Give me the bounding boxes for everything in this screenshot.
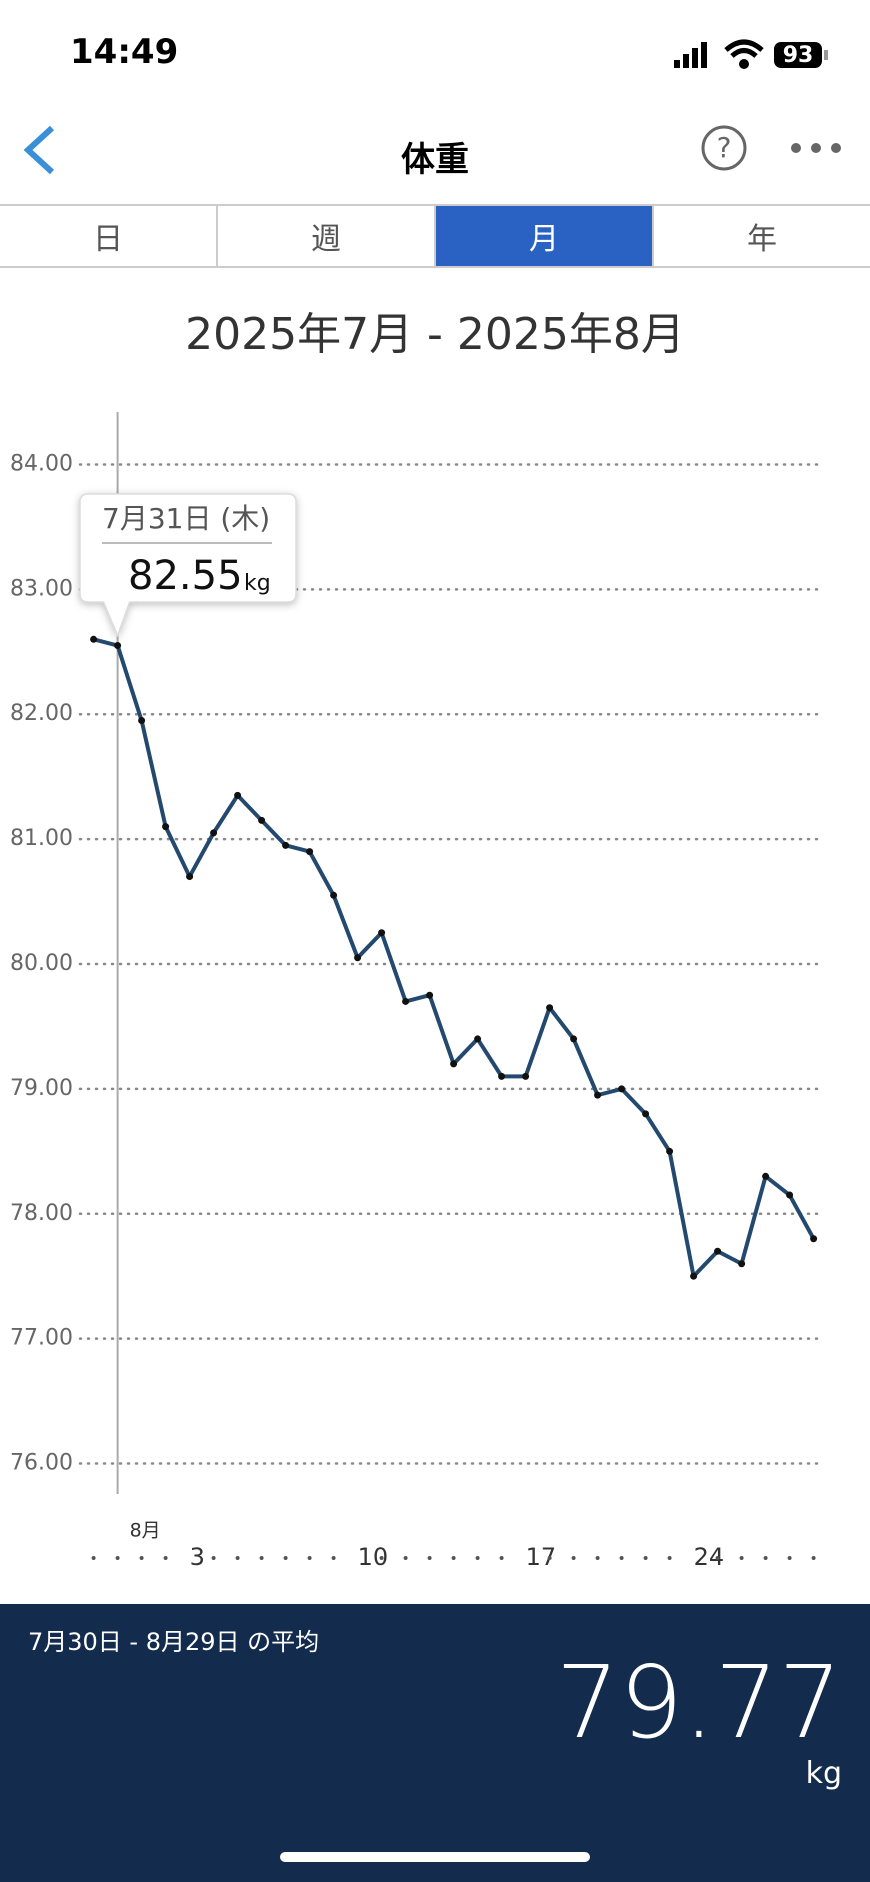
data-point xyxy=(114,642,122,650)
x-tick-label: 24 xyxy=(694,1543,725,1571)
data-point xyxy=(402,997,410,1005)
x-tick-dot xyxy=(739,1556,744,1560)
data-point xyxy=(330,891,338,899)
data-point xyxy=(642,1110,650,1118)
period-tabs: 日 週月年 xyxy=(0,204,870,268)
x-tick-dot xyxy=(403,1556,408,1560)
data-point xyxy=(522,1072,530,1080)
data-point xyxy=(354,954,362,962)
data-point xyxy=(162,823,170,831)
x-tick-dot xyxy=(571,1556,576,1560)
x-tick-dot xyxy=(307,1556,312,1560)
data-point xyxy=(546,1004,554,1012)
x-tick-dot xyxy=(139,1556,144,1560)
x-tick-dot xyxy=(667,1556,672,1560)
x-tick-dot xyxy=(331,1556,336,1560)
data-point xyxy=(594,1091,602,1099)
data-point xyxy=(714,1247,722,1255)
data-point xyxy=(498,1072,506,1080)
x-tick-dot xyxy=(427,1556,432,1560)
y-tick-label: 83.00 xyxy=(10,576,73,601)
y-tick-label: 79.00 xyxy=(10,1076,73,1101)
x-tick-dot xyxy=(91,1556,96,1560)
tab[interactable]: 週 xyxy=(216,206,434,266)
battery-level: 93 xyxy=(783,43,814,68)
data-point xyxy=(426,991,434,999)
status-icons: 93 xyxy=(674,39,828,69)
summary-value: 79.77 xyxy=(555,1644,842,1761)
summary-unit: kg xyxy=(805,1756,842,1791)
chart: 2025年7月 - 2025年8月 76.00 77.00 78.00 79.00 80… xyxy=(10,309,824,1571)
x-tick-dot xyxy=(619,1556,624,1560)
x-tick-label: 3 xyxy=(190,1543,205,1571)
tab[interactable]: 日 xyxy=(93,222,123,257)
y-tick-label: 77.00 xyxy=(10,1326,73,1351)
data-point xyxy=(618,1085,626,1093)
data-point xyxy=(282,841,290,849)
x-tick-dot xyxy=(787,1556,792,1560)
x-tick-label: 8月 xyxy=(130,1520,161,1542)
page-title: 体重 xyxy=(401,140,469,180)
x-tick-dot xyxy=(595,1556,600,1560)
data-point xyxy=(810,1235,818,1243)
data-point xyxy=(210,829,218,837)
data-point xyxy=(690,1272,698,1280)
tooltip-box xyxy=(79,493,297,638)
x-tick-dot xyxy=(283,1556,288,1560)
tooltip-date: 7月31日 (木) xyxy=(102,502,270,535)
data-point xyxy=(138,716,146,724)
x-tick-dot xyxy=(115,1556,120,1560)
data-point xyxy=(258,816,266,824)
header-actions[interactable]: ? xyxy=(700,124,860,174)
chart-title: 2025年7月 - 2025年8月 xyxy=(185,309,685,360)
tooltip-value: 82.55 xyxy=(128,553,243,599)
x-tick-dot xyxy=(211,1556,216,1560)
x-tick-dot xyxy=(163,1556,168,1560)
home-indicator xyxy=(280,1852,590,1862)
data-point xyxy=(666,1147,674,1155)
x-tick-dot xyxy=(235,1556,240,1560)
tooltip: 7月31日 (木) 82.55 kg xyxy=(79,493,297,638)
data-point xyxy=(234,791,242,799)
data-point xyxy=(762,1172,770,1180)
x-tick-dot xyxy=(499,1556,504,1560)
x-tick-dot xyxy=(379,1556,384,1560)
tab[interactable]: 年 xyxy=(652,206,870,266)
x-tick-label: 10 xyxy=(358,1543,389,1571)
data-point xyxy=(474,1035,482,1043)
x-tick-dot xyxy=(547,1556,552,1560)
x-tick-dot xyxy=(811,1556,816,1560)
summary-range: 7月30日 - 8月29日 の平均 xyxy=(28,1628,320,1656)
data-point xyxy=(738,1260,746,1268)
data-point xyxy=(378,929,386,937)
data-point xyxy=(450,1060,458,1068)
x-tick-dot xyxy=(643,1556,648,1560)
y-tick-label: 78.00 xyxy=(10,1201,73,1226)
data-point xyxy=(306,848,314,856)
y-tick-label: 82.00 xyxy=(10,701,73,726)
x-tick-label: 17 xyxy=(526,1543,557,1571)
data-point xyxy=(570,1035,578,1043)
y-tick-label: 81.00 xyxy=(10,826,73,851)
y-tick-label: 84.00 xyxy=(10,451,73,476)
data-point xyxy=(90,635,98,643)
x-tick-dot xyxy=(715,1556,720,1560)
x-tick-dot xyxy=(763,1556,768,1560)
svg-text:?: ? xyxy=(717,131,732,164)
tab[interactable]: 月 xyxy=(434,206,652,266)
y-tick-label: 80.00 xyxy=(10,951,73,976)
status-time: 14:49 xyxy=(70,32,179,72)
x-tick-dot xyxy=(259,1556,264,1560)
data-point xyxy=(786,1191,794,1199)
data-line xyxy=(93,637,816,1279)
x-tick-dot xyxy=(451,1556,456,1560)
data-point xyxy=(186,873,194,881)
x-tick-dot xyxy=(475,1556,480,1560)
tooltip-unit: kg xyxy=(244,571,271,596)
summary-panel: 7月30日 - 8月29日 の平均 79.77 kg xyxy=(0,1604,870,1882)
back-button[interactable] xyxy=(20,122,60,178)
y-tick-label: 76.00 xyxy=(10,1451,73,1476)
